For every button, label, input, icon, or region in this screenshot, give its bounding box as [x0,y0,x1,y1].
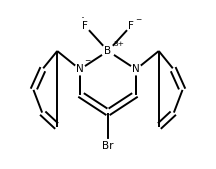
Circle shape [81,21,90,31]
Text: F: F [128,21,134,31]
Text: F: F [82,21,88,31]
Text: Br: Br [102,141,114,151]
Text: N: N [76,64,84,74]
Text: ·: · [81,12,85,25]
Circle shape [131,64,141,75]
Text: −: − [84,58,90,64]
Text: N: N [132,64,140,74]
Circle shape [102,45,114,57]
Text: −: − [135,17,141,22]
Text: 3+: 3+ [113,41,124,47]
Circle shape [75,64,85,75]
Text: B: B [105,46,111,56]
Circle shape [126,21,135,31]
Circle shape [102,140,114,153]
